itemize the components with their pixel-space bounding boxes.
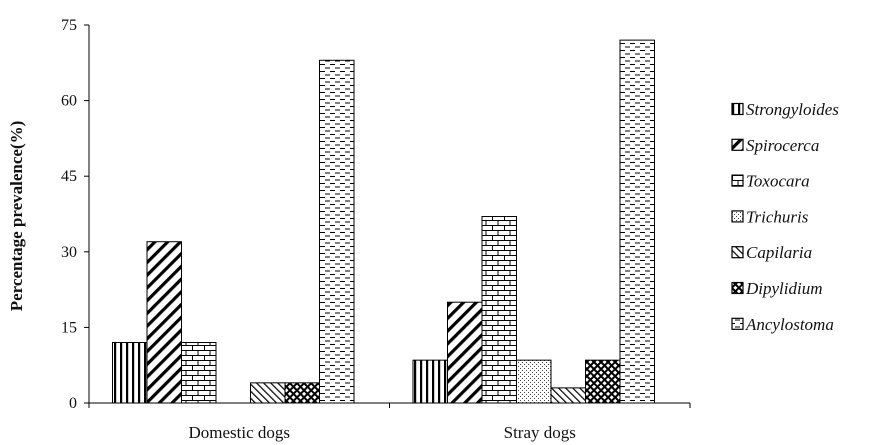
legend-label-toxocara: Toxocara: [746, 172, 810, 191]
legend-swatch-trichuris: [731, 210, 744, 223]
category-label: Stray dogs: [504, 423, 576, 442]
bar-domestic-dogs-toxocara: [181, 342, 217, 404]
legend-label-spirocerca: Spirocerca: [746, 136, 819, 155]
y-tick-label: 45: [61, 168, 77, 185]
category-label: Domestic dogs: [188, 423, 290, 442]
y-tick-label: 75: [61, 17, 77, 34]
legend-label-ancylostoma: Ancylostoma: [745, 315, 834, 334]
bar-domestic-dogs-capilaria: [250, 382, 286, 404]
bar-domestic-dogs-spirocerca: [146, 241, 182, 404]
bars: [112, 39, 655, 404]
legend-swatch-dipylidium: [731, 281, 744, 295]
legend-swatch-toxocara: [731, 174, 744, 187]
bar-stray-dogs-spirocerca: [447, 301, 483, 404]
bar-stray-dogs-dipylidium: [585, 359, 621, 404]
y-axis: 0 15 30 45 60 75: [61, 17, 90, 412]
bar-domestic-dogs-strongyloides: [112, 342, 148, 404]
bar-stray-dogs-strongyloides: [412, 359, 448, 404]
legend-swatch-ancylostoma: [731, 317, 744, 330]
legend-swatch-capilaria: [731, 246, 744, 259]
legend-label-capilaria: Capilaria: [746, 243, 812, 262]
bar-domestic-dogs-dipylidium: [284, 382, 320, 404]
y-axis-label: Percentage prevalence(%): [7, 121, 26, 312]
bar-stray-dogs-trichuris: [516, 359, 552, 404]
legend-swatch-strongyloides: [731, 102, 744, 116]
y-tick-label: 0: [69, 395, 77, 412]
legend-label-trichuris: Trichuris: [746, 207, 809, 226]
legend-label-strongyloides: Strongyloides: [746, 100, 839, 119]
y-tick-label: 15: [61, 319, 77, 336]
bar-domestic-dogs-ancylostoma: [319, 59, 355, 404]
legend: Strongyloides Spirocerca Toxocara Trichuris…: [731, 100, 839, 334]
y-tick-label: 30: [61, 244, 77, 261]
bar-stray-dogs-ancylostoma: [619, 39, 655, 404]
bar-stray-dogs-capilaria: [550, 387, 586, 404]
legend-swatch-spirocerca: [731, 138, 744, 151]
bar-stray-dogs-toxocara: [481, 216, 517, 404]
y-tick-label: 60: [61, 93, 77, 110]
legend-label-dipylidium: Dipylidium: [745, 279, 823, 298]
x-axis: Domestic dogs Stray dogs: [88, 402, 691, 442]
